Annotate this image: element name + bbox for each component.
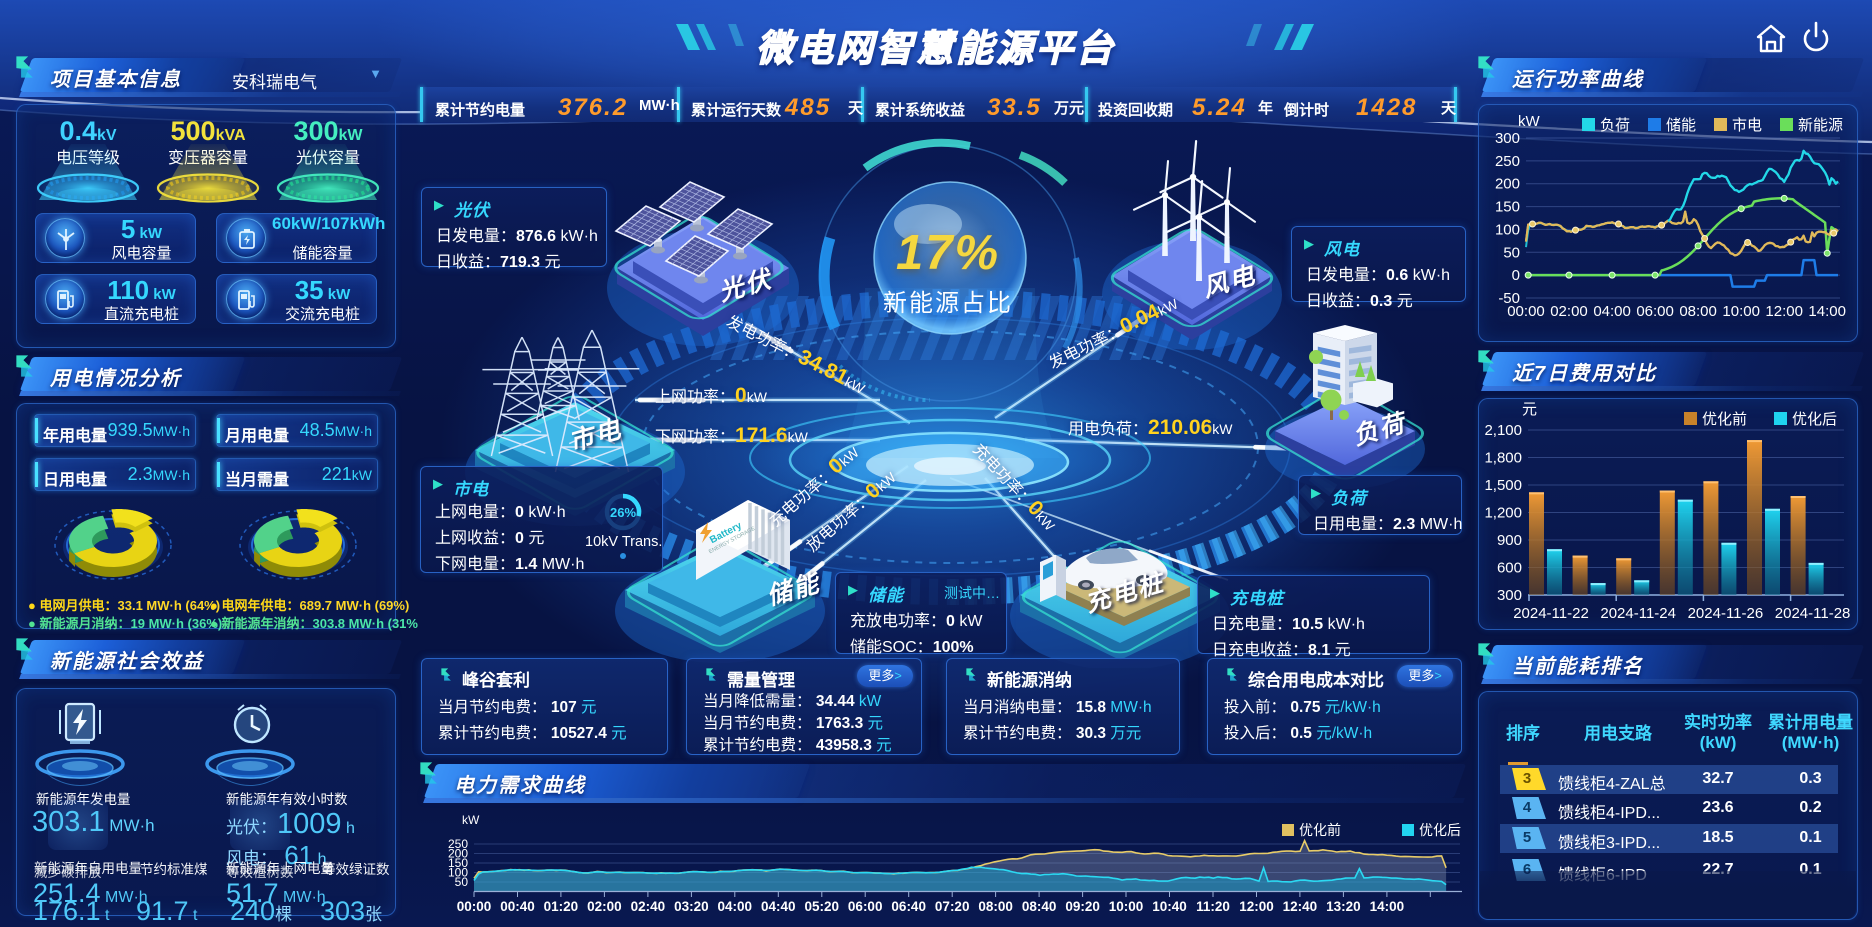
svg-text:11:20: 11:20 bbox=[1196, 899, 1230, 914]
svg-text:2024-11-26: 2024-11-26 bbox=[1688, 605, 1764, 622]
svg-text:50: 50 bbox=[1503, 244, 1520, 261]
svg-text:06:40: 06:40 bbox=[891, 899, 926, 914]
svg-text:09:20: 09:20 bbox=[1065, 899, 1100, 914]
svg-text:00:00: 00:00 bbox=[1507, 303, 1545, 320]
svg-text:2024-11-22: 2024-11-22 bbox=[1513, 605, 1589, 622]
svg-text:08:00: 08:00 bbox=[978, 899, 1013, 914]
svg-text:150: 150 bbox=[1495, 199, 1520, 216]
svg-text:06:00: 06:00 bbox=[848, 899, 883, 914]
svg-text:kW: kW bbox=[462, 813, 480, 827]
svg-text:2024-11-28: 2024-11-28 bbox=[1775, 605, 1851, 622]
svg-text:12:00: 12:00 bbox=[1765, 303, 1803, 320]
svg-text:03:20: 03:20 bbox=[674, 899, 709, 914]
svg-text:10:00: 10:00 bbox=[1722, 303, 1760, 320]
svg-text:150: 150 bbox=[448, 856, 468, 870]
svg-text:新能源: 新能源 bbox=[1798, 117, 1843, 134]
svg-text:250: 250 bbox=[448, 837, 468, 851]
svg-text:06:00: 06:00 bbox=[1636, 303, 1674, 320]
svg-text:200: 200 bbox=[448, 847, 468, 861]
svg-text:12:40: 12:40 bbox=[1283, 899, 1318, 914]
svg-text:07:20: 07:20 bbox=[935, 899, 970, 914]
svg-text:14:00: 14:00 bbox=[1370, 899, 1405, 914]
svg-text:05:20: 05:20 bbox=[805, 899, 840, 914]
svg-text:优化后: 优化后 bbox=[1792, 411, 1837, 428]
svg-text:08:40: 08:40 bbox=[1022, 899, 1057, 914]
svg-text:优化后: 优化后 bbox=[1419, 822, 1461, 838]
svg-text:04:00: 04:00 bbox=[718, 899, 753, 914]
svg-text:600: 600 bbox=[1497, 560, 1522, 577]
svg-text:14:00: 14:00 bbox=[1808, 303, 1846, 320]
svg-text:-50: -50 bbox=[1498, 290, 1520, 307]
svg-text:优化前: 优化前 bbox=[1702, 411, 1747, 428]
svg-text:优化前: 优化前 bbox=[1299, 822, 1341, 838]
svg-text:02:00: 02:00 bbox=[587, 899, 622, 914]
svg-text:10:40: 10:40 bbox=[1152, 899, 1187, 914]
svg-text:100: 100 bbox=[1495, 221, 1520, 238]
svg-text:市电: 市电 bbox=[1732, 117, 1762, 134]
svg-text:100: 100 bbox=[448, 866, 468, 880]
svg-text:负荷: 负荷 bbox=[1600, 117, 1630, 134]
svg-text:储能: 储能 bbox=[1666, 117, 1696, 134]
svg-text:04:40: 04:40 bbox=[761, 899, 796, 914]
svg-text:300: 300 bbox=[1495, 130, 1520, 147]
svg-text:08:00: 08:00 bbox=[1679, 303, 1717, 320]
svg-text:200: 200 bbox=[1495, 176, 1520, 193]
svg-text:1,800: 1,800 bbox=[1484, 450, 1522, 467]
svg-text:01:20: 01:20 bbox=[544, 899, 579, 914]
svg-text:00:00: 00:00 bbox=[457, 899, 492, 914]
svg-text:12:00: 12:00 bbox=[1239, 899, 1274, 914]
svg-text:50: 50 bbox=[455, 875, 469, 889]
svg-text:00:40: 00:40 bbox=[500, 899, 535, 914]
svg-text:元: 元 bbox=[1522, 401, 1537, 418]
svg-text:kW: kW bbox=[1518, 113, 1541, 130]
svg-text:13:20: 13:20 bbox=[1326, 899, 1361, 914]
svg-text:04:00: 04:00 bbox=[1593, 303, 1631, 320]
svg-text:26%: 26% bbox=[610, 505, 636, 520]
svg-text:2,100: 2,100 bbox=[1484, 422, 1522, 439]
svg-text:1,500: 1,500 bbox=[1484, 477, 1522, 494]
svg-text:900: 900 bbox=[1497, 532, 1522, 549]
svg-text:0: 0 bbox=[1512, 267, 1520, 284]
svg-text:10:00: 10:00 bbox=[1109, 899, 1144, 914]
svg-text:2024-11-24: 2024-11-24 bbox=[1600, 605, 1676, 622]
svg-text:1,200: 1,200 bbox=[1484, 505, 1522, 522]
svg-text:250: 250 bbox=[1495, 153, 1520, 170]
svg-text:02:00: 02:00 bbox=[1550, 303, 1588, 320]
svg-text:02:40: 02:40 bbox=[631, 899, 666, 914]
svg-text:300: 300 bbox=[1497, 587, 1522, 604]
